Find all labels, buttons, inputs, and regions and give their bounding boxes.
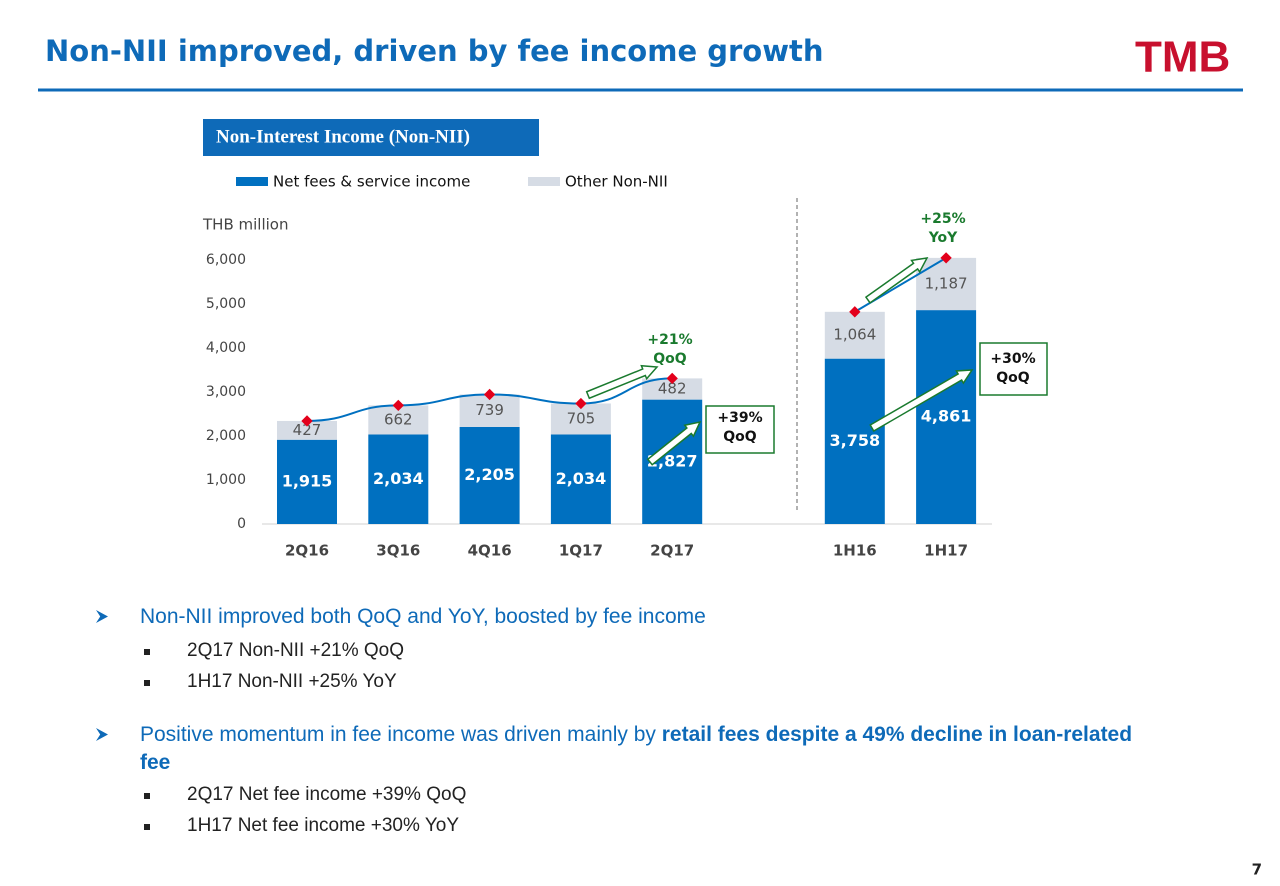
x-tick-label: 2Q17 (650, 542, 694, 560)
page-number: 7 (1252, 861, 1262, 879)
total-marker (666, 372, 678, 385)
sub-bullet: 1H17 Non-NII +25% YoY (144, 671, 397, 692)
bar-segment (277, 439, 337, 524)
legend-swatch (236, 177, 268, 186)
bullet: Non-NII improved both QoQ and YoY, boost… (140, 603, 1150, 631)
bullet-text: Non-NII improved both QoQ and YoY, boost… (140, 605, 706, 628)
bar-segment (459, 426, 520, 524)
value-label: 1,915 (282, 471, 333, 490)
annotation-text: YoY (928, 230, 958, 246)
sub-bullet: 1H17 Net fee income +30% YoY (144, 815, 459, 836)
x-tick-label: 1Q17 (559, 542, 603, 560)
bullet: Positive momentum in fee income was driv… (140, 721, 1150, 777)
annotation-text: +30% (990, 351, 1035, 367)
x-tick-label: 1H16 (833, 542, 877, 560)
annotation-arrow (646, 420, 702, 466)
total-marker (575, 397, 587, 410)
value-label: 427 (293, 421, 322, 439)
x-tick-label: 3Q16 (376, 542, 420, 560)
annotation-arrow (864, 257, 929, 304)
total-marker (301, 415, 313, 427)
sub-bullet: 2Q17 Net fee income +39% QoQ (143, 784, 467, 805)
annotation-text: +21% (647, 332, 692, 348)
chart-title-box (203, 119, 539, 156)
value-label: 4,861 (921, 407, 972, 426)
bullet-text: Positive momentum in fee income was driv… (140, 723, 662, 746)
value-label: 739 (475, 401, 504, 419)
bar-segment (550, 434, 611, 524)
annotation-text: +39% (717, 410, 762, 426)
logo: TMB (1135, 33, 1230, 82)
annotation-arrow (585, 364, 659, 400)
value-label: 705 (567, 409, 596, 427)
total-marker (940, 252, 952, 264)
y-tick-label: 3,000 (206, 384, 246, 400)
y-tick-label: 2,000 (206, 428, 246, 444)
bar-segment (824, 358, 885, 524)
value-label: 662 (384, 410, 413, 428)
bar-segment (277, 420, 337, 440)
bar-segment (824, 311, 885, 359)
bullet-bold: retail fees despite a 49% decline in loa… (140, 723, 1133, 774)
bar-segment (642, 378, 703, 400)
value-label: 482 (658, 380, 687, 398)
bar-segment (916, 310, 977, 524)
x-tick-label: 1H17 (924, 542, 968, 560)
total-marker (483, 388, 496, 401)
annotation-text: QoQ (653, 351, 687, 367)
sub-bullet: 2Q17 Non-NII +21% QoQ (143, 640, 405, 661)
y-tick-label: 4,000 (206, 340, 246, 356)
x-tick-label: 2Q16 (285, 542, 329, 560)
x-tick-label: 4Q16 (468, 542, 512, 560)
value-label: 2,205 (464, 465, 515, 484)
annotation-box (979, 342, 1048, 396)
slide-title: Non-NII improved, driven by fee income g… (45, 34, 824, 68)
y-tick-label: 0 (237, 516, 246, 532)
value-label: 2,034 (556, 469, 607, 488)
chart-title: Non-Interest Income (Non-NII) (216, 126, 470, 147)
bar-segment (916, 257, 977, 311)
legend-label: Net fees & service income (273, 173, 470, 191)
y-axis-label: THB million (202, 216, 288, 234)
total-marker (392, 399, 404, 412)
legend-label: Other Non-NII (565, 173, 668, 191)
value-label: 1,187 (925, 275, 968, 293)
legend-swatch (528, 177, 560, 186)
annotation-text: QoQ (996, 370, 1030, 386)
annotation-text: QoQ (723, 429, 757, 445)
annotation-arrow (869, 369, 974, 433)
total-marker (849, 306, 861, 318)
value-label: 2,034 (373, 469, 424, 488)
y-tick-label: 5,000 (206, 296, 246, 312)
y-tick-label: 6,000 (206, 252, 246, 268)
value-label: 3,758 (829, 431, 880, 450)
y-tick-label: 1,000 (206, 472, 246, 488)
annotation-text: +25% (920, 211, 965, 227)
annotation-box (705, 405, 775, 454)
value-label: 1,064 (833, 326, 876, 344)
bar-segment (368, 434, 429, 524)
